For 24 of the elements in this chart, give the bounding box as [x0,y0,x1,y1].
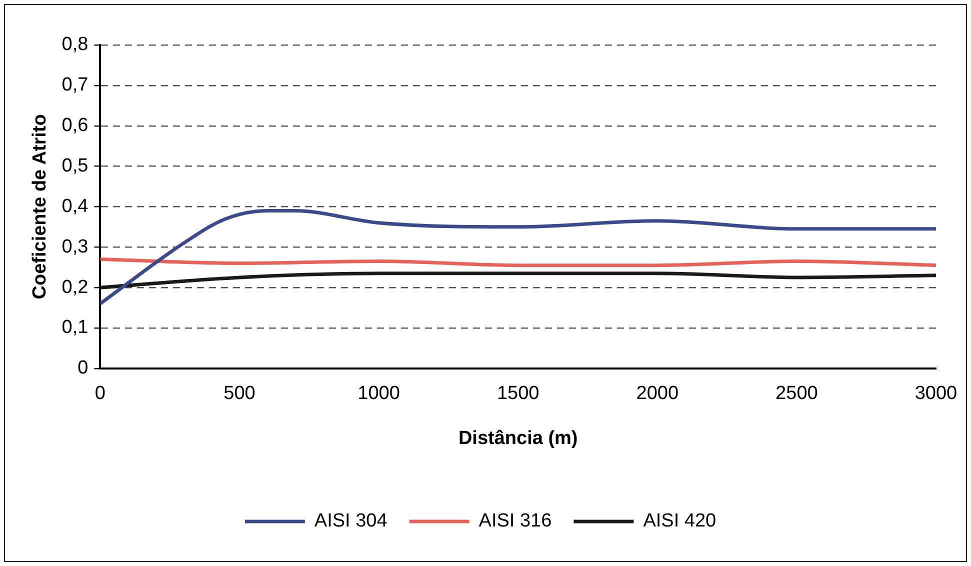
y-tick-label: 0,4 [62,196,89,217]
y-tick-label: 0,2 [62,276,88,298]
y-tick-label: 0,7 [62,74,88,96]
y-tick-label: 0,3 [62,236,88,258]
x-tick-label: 0 [94,383,106,404]
x-tick-label: 2000 [636,383,679,404]
x-tick-label: 3000 [914,383,958,404]
y-tick-label: 0,1 [62,317,88,338]
x-tick-label: 2500 [776,383,818,404]
line-series [100,272,936,290]
legend-label: AISI 316 [478,510,552,532]
y-tick-label: 0,8 [62,34,88,56]
y-tick-label: 0,5 [62,156,88,177]
x-tick-label: 1500 [496,383,540,404]
line-series [100,258,936,268]
line-series [100,208,936,306]
y-axis-title: Coeficiente de Atrito [30,114,51,300]
legend-label: AISI 304 [314,510,388,532]
legend-label: AISI 420 [643,510,716,532]
y-tick-label: 0 [78,358,88,379]
x-tick-label: 1000 [358,383,400,404]
x-axis-title: Distância (m) [458,428,578,449]
x-tick-label: 500 [224,383,256,404]
y-tick-label: 0,6 [62,115,88,136]
